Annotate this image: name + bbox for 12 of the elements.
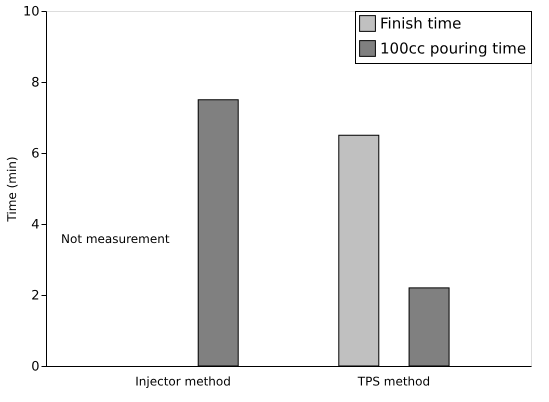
legend-label: 100cc pouring time (380, 40, 526, 58)
y-tick-label: 4 (31, 218, 40, 232)
y-tick-label: 2 (31, 288, 40, 304)
x-tick-label: Injector method (135, 374, 231, 388)
x-tick-label: TPS method (356, 374, 430, 388)
y-tick-label: 10 (22, 4, 40, 20)
y-tick-label: 0 (31, 360, 40, 374)
annotation: Not measurement (61, 232, 170, 246)
legend-label: Finish time (380, 14, 462, 32)
y-tick-label: 8 (31, 76, 40, 90)
y-axis-title: Time (min) (4, 156, 19, 223)
y-tick-label: 6 (31, 146, 40, 162)
